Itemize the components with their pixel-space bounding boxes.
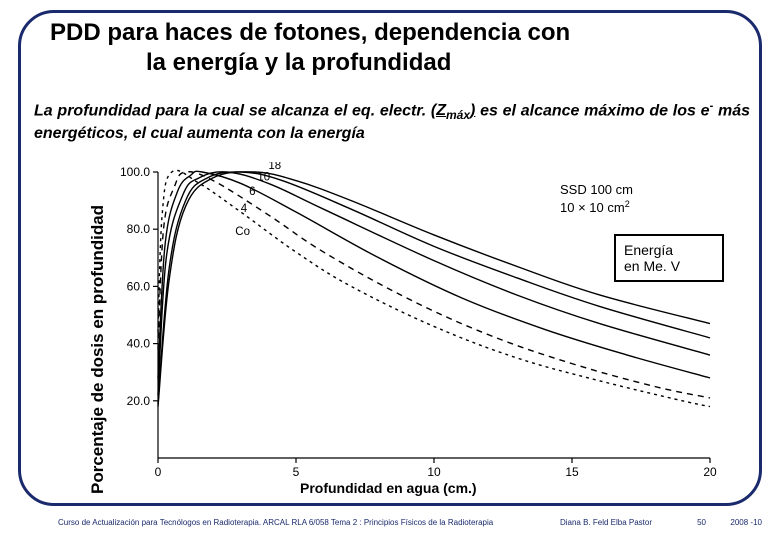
slide-title: PDD para haces de fotones, dependencia c… <box>50 18 730 78</box>
energy-callout: Energía en Me. V <box>614 234 724 282</box>
footer-year: 2008 -10 <box>730 518 762 527</box>
body-pre: La profundidad para la cual se alcanza e… <box>34 102 431 119</box>
footer: Curso de Actualización para Tecnólogos e… <box>58 518 762 527</box>
svg-text:5: 5 <box>293 465 300 479</box>
footer-left: Curso de Actualización para Tecnólogos e… <box>58 518 493 527</box>
svg-text:60.0: 60.0 <box>127 279 151 293</box>
svg-text:80.0: 80.0 <box>127 222 151 236</box>
body-mid: es el alcance máximo de los e <box>475 102 709 119</box>
svg-text:15: 15 <box>565 465 579 479</box>
callout-l2: en Me. V <box>624 258 714 274</box>
svg-text:100.0: 100.0 <box>120 165 150 179</box>
pdd-chart: 20.040.060.080.0100.00510152025181064CoS… <box>110 162 720 486</box>
svg-text:10 × 10 cm2: 10 × 10 cm2 <box>560 199 630 215</box>
footer-authors: Diana B. Feld Elba Pastor <box>560 518 652 527</box>
svg-text:18: 18 <box>268 162 281 172</box>
svg-text:6: 6 <box>249 186 255 198</box>
svg-text:0: 0 <box>155 465 162 479</box>
footer-page: 50 <box>697 518 706 527</box>
svg-text:40.0: 40.0 <box>127 337 151 351</box>
title-line1: PDD para haces de fotones, dependencia c… <box>50 19 570 46</box>
svg-text:4: 4 <box>241 203 248 215</box>
title-line2: la energía y la profundidad <box>50 48 730 78</box>
chart-svg: 20.040.060.080.0100.00510152025181064CoS… <box>110 162 720 486</box>
svg-text:SSD 100 cm: SSD 100 cm <box>560 182 633 197</box>
zmax: (Zmáx) <box>431 102 475 119</box>
body-text: La profundidad para la cual se alcanza e… <box>34 100 750 144</box>
svg-text:Co: Co <box>235 226 250 238</box>
svg-text:10: 10 <box>257 172 270 184</box>
callout-l1: Energía <box>624 242 714 258</box>
x-axis-label: Profundidad en agua (cm.) <box>300 480 477 496</box>
svg-text:10: 10 <box>427 465 441 479</box>
y-axis-label-wrap: Porcentaje de dosis en profundidad <box>88 494 377 514</box>
svg-text:20: 20 <box>703 465 717 479</box>
y-axis-label: Porcentaje de dosis en profundidad <box>88 205 108 494</box>
svg-text:20.0: 20.0 <box>127 394 151 408</box>
